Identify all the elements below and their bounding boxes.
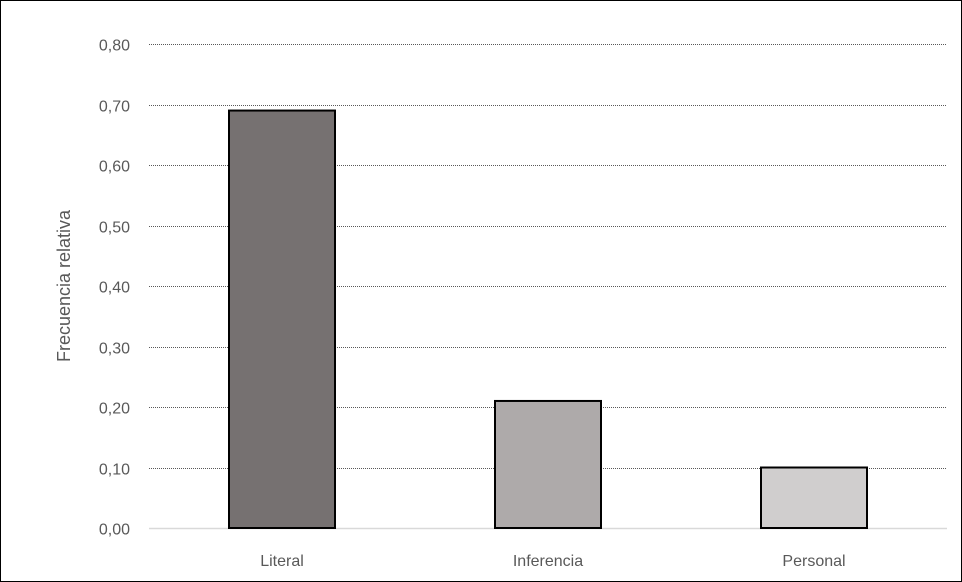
- y-tick-label: 0,60: [99, 159, 130, 176]
- x-tick-label: Literal: [260, 553, 304, 570]
- bar-personal: [760, 466, 868, 529]
- y-tick-label: 0,00: [99, 522, 130, 539]
- y-tick-label: 0,10: [99, 462, 130, 479]
- y-tick-label: 0,20: [99, 401, 130, 418]
- y-tick-label: 0,40: [99, 280, 130, 297]
- y-tick-label: 0,50: [99, 220, 130, 237]
- bars: [228, 109, 868, 530]
- y-axis-title: Frecuencia relativa: [54, 209, 74, 362]
- bar-literal: [228, 109, 336, 530]
- x-tick-label: Personal: [782, 553, 845, 570]
- bar-inferencia: [494, 399, 602, 530]
- y-tick-label: 0,80: [99, 38, 130, 55]
- x-axis-tick-labels: Literal Inferencia Personal: [260, 553, 845, 570]
- x-tick-label: Inferencia: [513, 553, 583, 570]
- y-axis-tick-labels: 0,00 0,10 0,20 0,30 0,40 0,50 0,60 0,70 0,80: [99, 38, 130, 539]
- y-tick-label: 0,30: [99, 341, 130, 358]
- y-tick-label: 0,70: [99, 99, 130, 116]
